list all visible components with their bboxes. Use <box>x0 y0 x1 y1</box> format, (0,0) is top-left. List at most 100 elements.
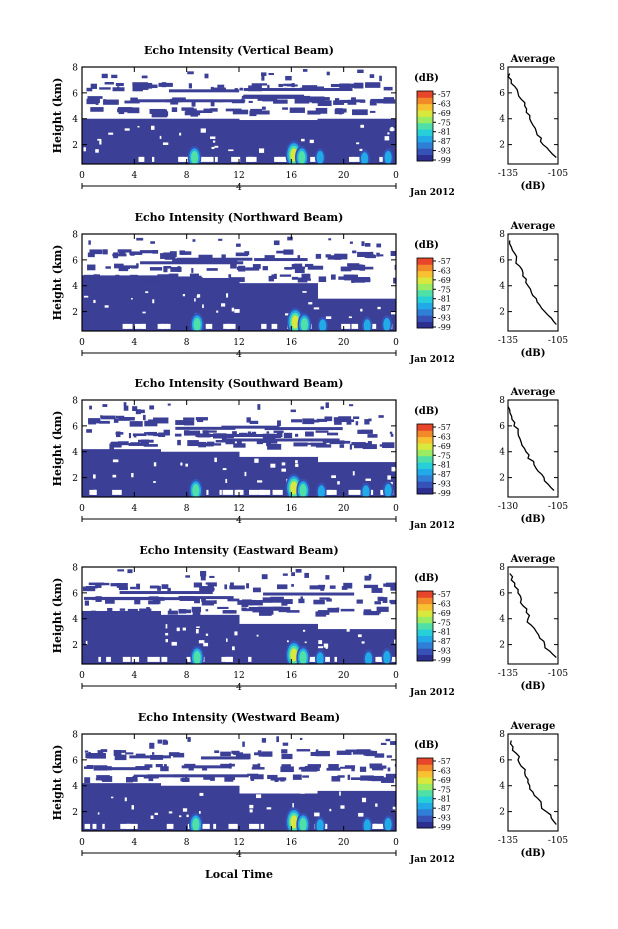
echo-fleck <box>209 575 215 578</box>
echo-gap <box>122 323 127 329</box>
echo-fleck <box>105 599 115 604</box>
echo-gap <box>270 463 276 468</box>
echo-fleck <box>359 766 367 772</box>
avg-x-label: (dB) <box>521 848 546 859</box>
echo-gap <box>165 624 168 629</box>
echo-gap <box>234 309 240 313</box>
colorbar-swatch <box>417 436 433 444</box>
hotspot <box>384 483 392 497</box>
echo-gap <box>377 306 381 310</box>
echo-gap <box>231 646 235 651</box>
echo-fleck <box>129 251 141 255</box>
echo-fleck <box>173 752 185 758</box>
echo-fleck <box>229 582 234 587</box>
echo-fleck <box>90 107 104 112</box>
x-tick-label: 20 <box>338 838 350 848</box>
x-tick-label: 8 <box>184 504 190 514</box>
echo-gap <box>97 812 100 815</box>
echo-fleck <box>364 419 370 425</box>
echo-fleck <box>369 100 377 106</box>
echo-fleck <box>133 774 148 778</box>
colorbar-swatch <box>417 122 433 130</box>
colorbar-frame <box>416 423 434 495</box>
echo-gap <box>226 638 228 642</box>
colorbar-tick-label: -63 <box>438 766 451 775</box>
x-tick-label: 0 <box>393 838 399 848</box>
echo-fleck <box>380 742 387 746</box>
echo-fleck <box>160 766 169 772</box>
echo-fleck <box>111 441 123 446</box>
avg-y-tick-label: 6 <box>499 422 505 432</box>
echo-fleck <box>266 431 270 434</box>
echo-fleck <box>348 264 363 271</box>
echo-gap <box>249 823 260 829</box>
echo-fleck <box>331 776 341 782</box>
echo-gap <box>375 656 380 662</box>
echo-gap <box>216 310 219 313</box>
echo-layer <box>82 449 161 497</box>
echo-gap <box>295 460 298 464</box>
colorbar-swatch <box>417 110 433 117</box>
echo-fleck <box>293 263 303 269</box>
echo-fleck <box>358 266 374 270</box>
echo-fleck <box>220 763 235 767</box>
echo-fleck <box>367 434 378 438</box>
echo-gap <box>147 656 158 662</box>
echo-fleck <box>201 597 206 602</box>
echo-fleck <box>97 750 104 756</box>
echo-fleck <box>367 610 381 614</box>
echo-gap <box>231 156 241 162</box>
echo-fleck <box>100 749 108 753</box>
echo-fleck <box>235 252 249 257</box>
colorbar-frame <box>416 90 434 162</box>
echo-fleck <box>340 608 355 612</box>
avg-y-tick-label: 6 <box>499 256 505 266</box>
colorbar-swatch <box>417 449 433 457</box>
colorbar-tick-label: -69 <box>438 442 451 451</box>
echo-gap <box>178 156 185 162</box>
echo-gap <box>339 791 341 796</box>
colorbar-tick-label: -75 <box>438 785 451 794</box>
echo-fleck <box>180 778 189 782</box>
echo-fleck <box>319 597 330 600</box>
echo-fleck <box>248 100 253 103</box>
echo-gap <box>134 323 146 329</box>
echo-fleck <box>367 441 372 447</box>
echo-fleck <box>133 433 137 438</box>
date-label: Jan 2012 <box>409 855 455 865</box>
echo-fleck <box>149 405 155 410</box>
echo-fleck <box>224 776 234 782</box>
x-tick-label: 8 <box>184 338 190 348</box>
echo-fleck <box>220 751 231 757</box>
echo-fleck <box>96 775 110 781</box>
echo-fleck <box>264 255 275 259</box>
colorbar-swatch <box>417 622 433 630</box>
echo-gap <box>259 148 265 153</box>
echo-fleck <box>163 429 170 436</box>
colorbar-swatch <box>417 641 433 649</box>
echo-gap <box>125 323 133 329</box>
echo-gap <box>186 814 189 818</box>
echo-fleck <box>187 737 191 742</box>
echo-gap <box>93 474 96 479</box>
echo-fleck <box>232 776 235 781</box>
echo-fleck <box>262 597 273 603</box>
echo-fleck <box>335 767 341 771</box>
echo-fleck <box>204 73 209 79</box>
colorbar-swatch <box>417 468 433 476</box>
echo-gap <box>98 656 101 662</box>
echo-fleck <box>386 755 392 758</box>
echo-fleck <box>393 277 396 284</box>
echo-fleck <box>329 766 336 770</box>
echo-fleck <box>238 265 246 272</box>
echo-gap <box>213 823 217 829</box>
echo-gap <box>244 471 247 477</box>
average-profile: Average 2 4 6 8 -130 -105(dB) <box>498 387 568 525</box>
echo-gap <box>323 643 329 648</box>
x-tick-label: 0 <box>79 838 85 848</box>
average-profile: Average 2 4 6 8 -135 -105(dB) <box>498 721 568 859</box>
echo-fleck <box>165 740 169 745</box>
echo-gap <box>182 808 188 812</box>
echo-fleck <box>326 598 332 602</box>
echo-fleck <box>302 442 313 445</box>
